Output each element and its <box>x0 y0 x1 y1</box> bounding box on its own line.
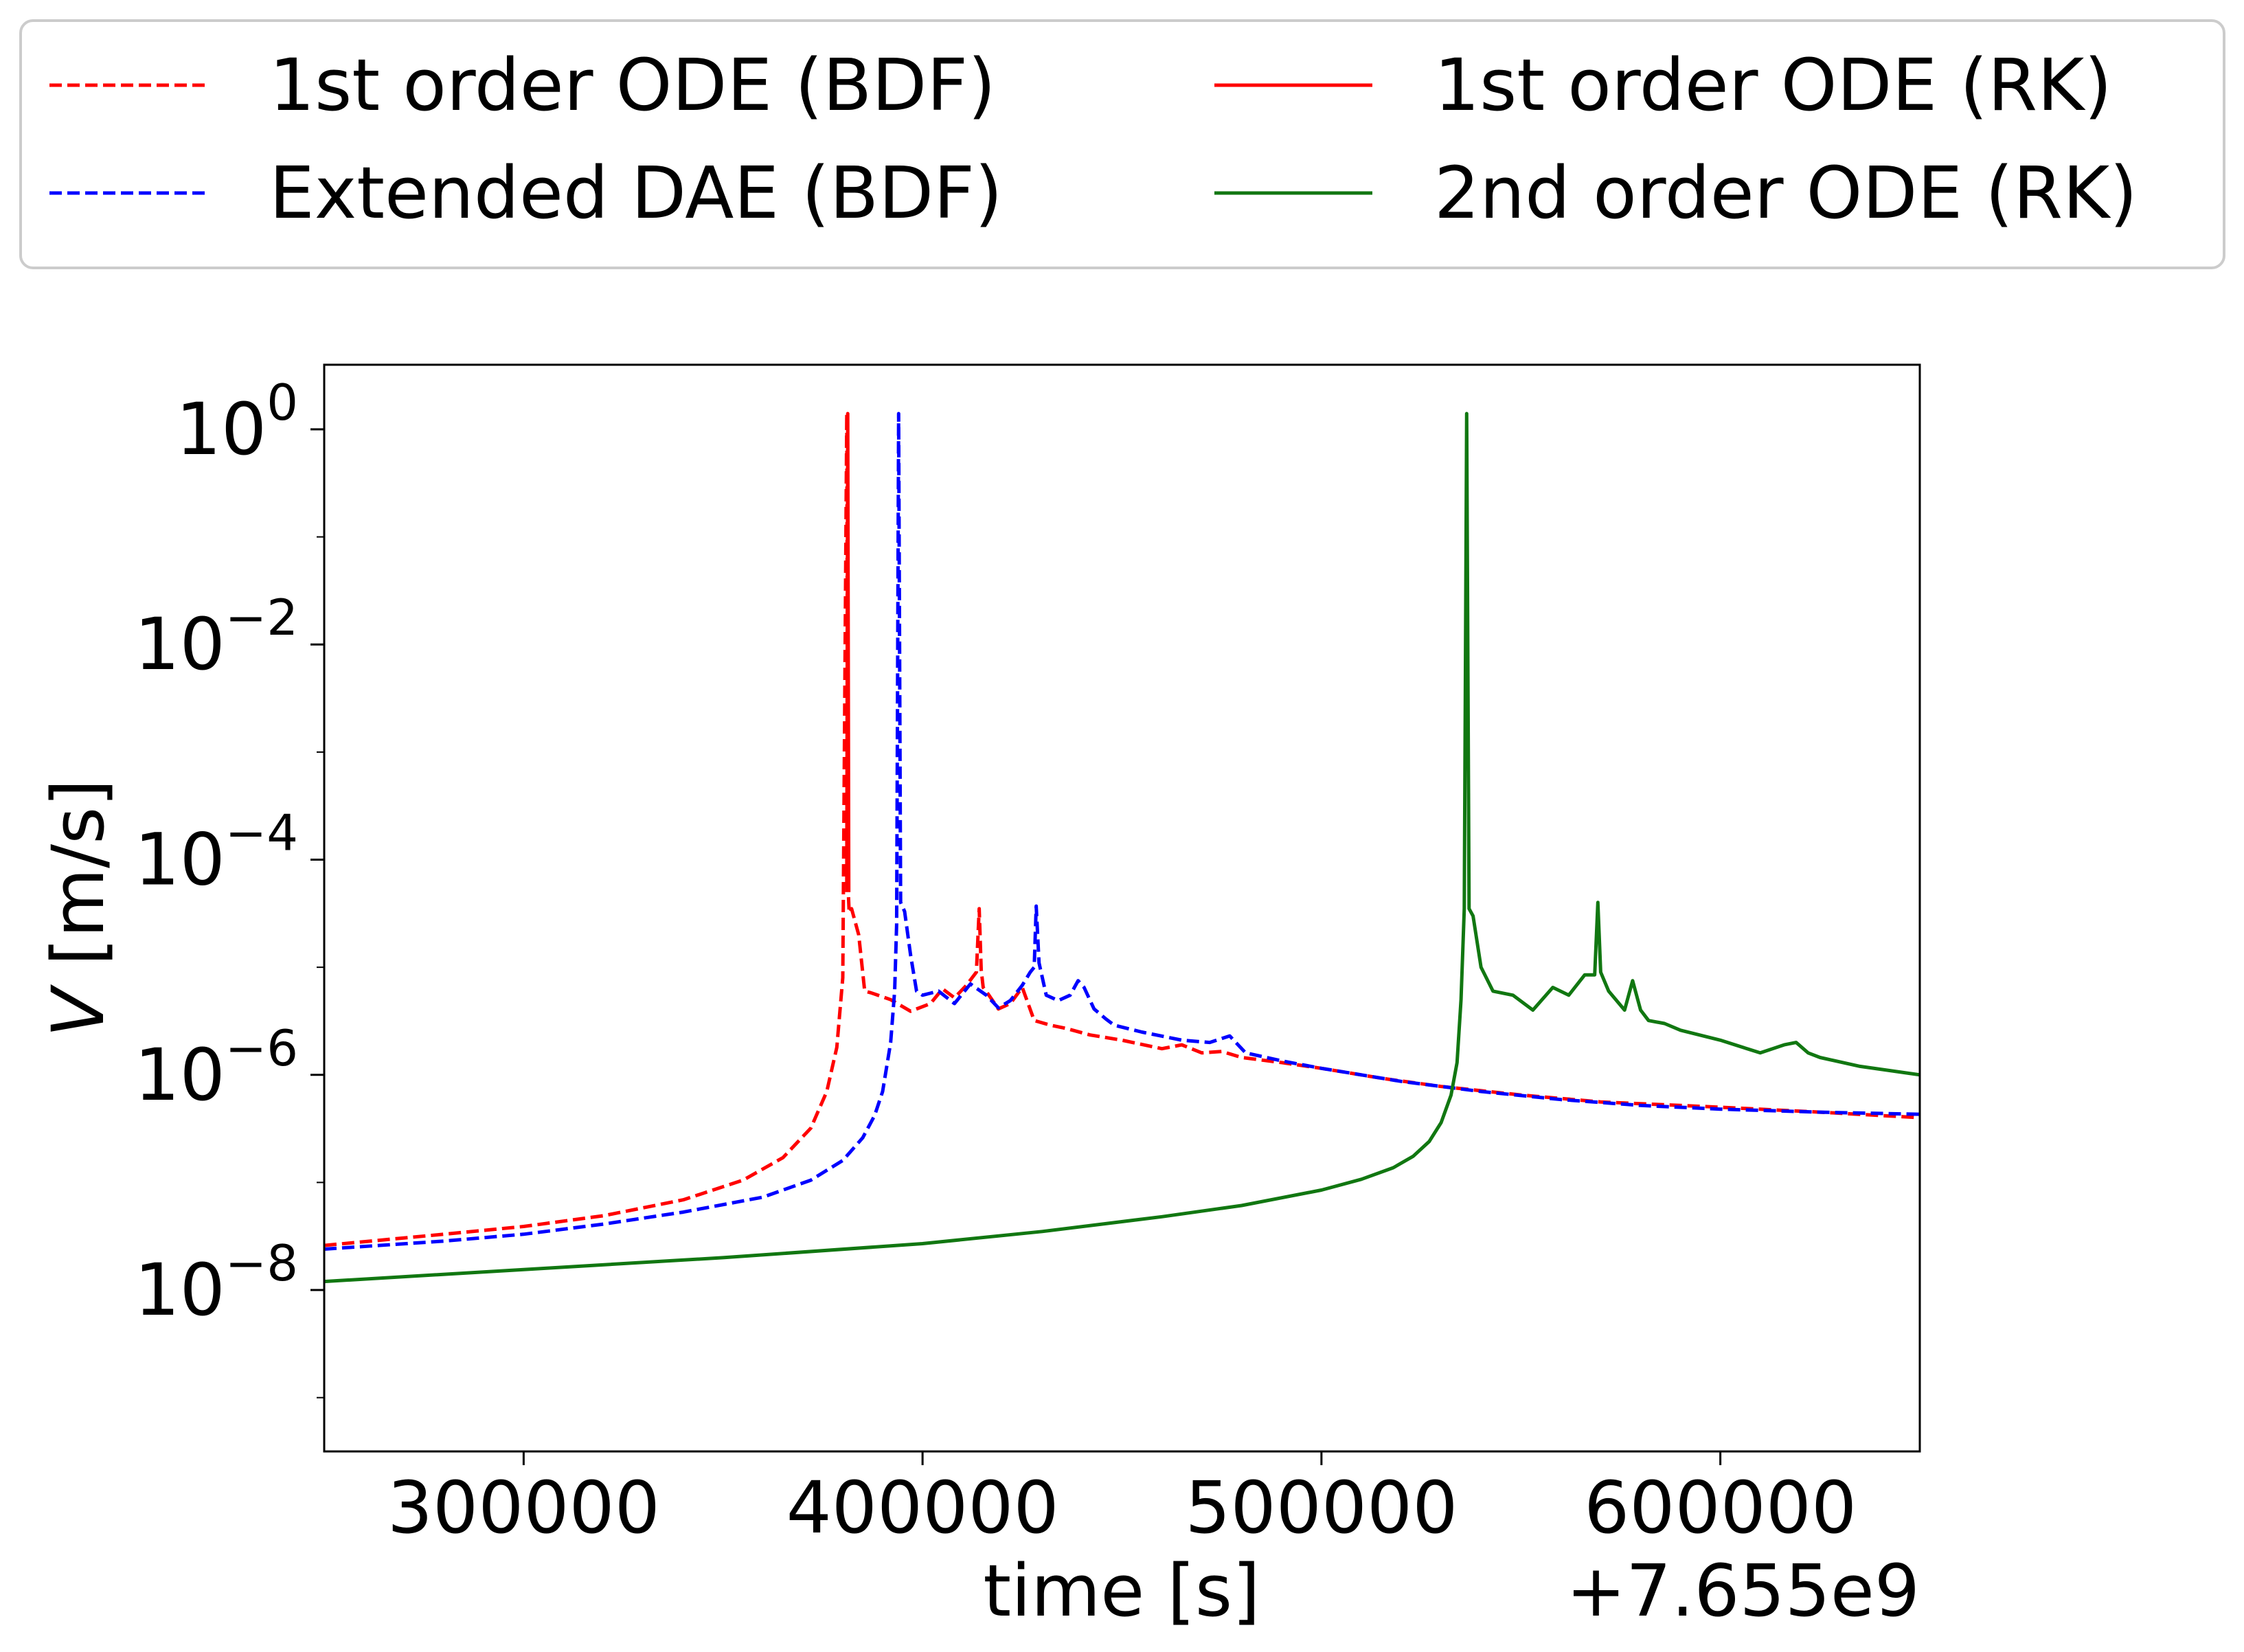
x-tick-label: 400000 <box>786 1466 1059 1550</box>
series-line <box>845 411 851 892</box>
legend-label: 2nd order ODE (RK) <box>1434 151 2138 235</box>
y-axis-label-var: V <box>36 984 120 1037</box>
x-tick-label: 500000 <box>1185 1466 1458 1550</box>
legend: 1st order ODE (BDF) 1st order ODE (RK) Ext… <box>19 19 2225 269</box>
plot-frame <box>323 363 1921 1453</box>
x-axis-label: time [s] <box>983 1549 1260 1633</box>
legend-label: 1st order ODE (RK) <box>1434 43 2112 127</box>
series-line <box>324 411 1920 1284</box>
y-axis-label: V [m/s] <box>36 779 120 1037</box>
y-axis-label-unit: [m/s] <box>36 779 120 988</box>
x-offset-label: +7.655e9 <box>1566 1549 1920 1633</box>
y-tick-label: 10−2 <box>135 589 298 686</box>
x-tick-label: 600000 <box>1584 1466 1857 1550</box>
series-line <box>324 411 1920 1251</box>
legend-frame <box>19 19 2225 269</box>
x-tick-label: 300000 <box>387 1466 660 1550</box>
x-axis: 300000 400000 500000 600000 <box>387 1451 1857 1550</box>
series-line <box>324 411 1920 1247</box>
legend-label: Extended DAE (BDF) <box>269 151 1003 235</box>
y-tick-label: 100 <box>176 374 298 471</box>
series-layer <box>324 411 1920 1284</box>
y-tick-label: 10−6 <box>135 1019 298 1117</box>
y-tick-label: 10−8 <box>135 1234 298 1332</box>
legend-entries: 1st order ODE (BDF) 1st order ODE (RK) Ext… <box>49 43 2138 235</box>
legend-label: 1st order ODE (BDF) <box>269 43 996 127</box>
plot-area <box>324 365 1920 1451</box>
y-tick-label: 10−4 <box>135 804 298 902</box>
y-axis: 100 10−2 10−4 10−6 10−8 <box>135 374 324 1399</box>
